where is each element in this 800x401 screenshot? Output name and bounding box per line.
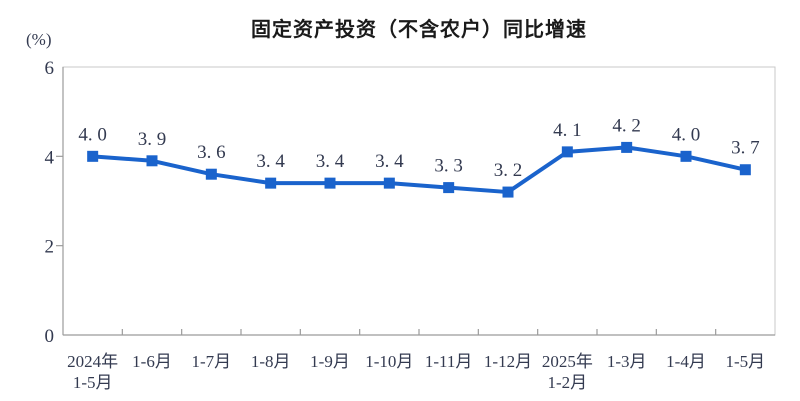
x-category-label-line2: 1-2月: [547, 373, 587, 392]
data-point-marker: [205, 168, 217, 180]
data-point-label: 4. 0: [78, 124, 107, 145]
x-category-label: 1-12月: [484, 352, 532, 371]
y-tick-label: 0: [45, 326, 55, 347]
y-axis-unit-label: (%): [26, 30, 52, 49]
data-point-marker: [146, 155, 158, 167]
data-point-label: 3. 4: [256, 151, 285, 172]
y-tick-label: 6: [45, 58, 55, 79]
x-category-label: 1-9月: [310, 352, 350, 371]
data-point-marker: [739, 164, 751, 176]
data-point-label: 4. 1: [553, 120, 582, 141]
data-point-label: 4. 2: [612, 115, 641, 136]
x-category-label: 1-7月: [191, 352, 231, 371]
y-tick-label: 2: [45, 237, 55, 258]
x-category-label: 1-5月: [725, 352, 765, 371]
x-category-label: 1-6月: [132, 352, 172, 371]
data-point-marker: [383, 177, 395, 189]
data-point-marker: [502, 186, 514, 198]
data-point-label: 3. 6: [197, 142, 226, 163]
data-point-label: 3. 3: [434, 156, 463, 177]
data-point-marker: [324, 177, 336, 189]
data-point-label: 3. 2: [494, 160, 523, 181]
x-category-label-line2: 1-5月: [73, 373, 113, 392]
data-point-marker: [87, 150, 99, 162]
x-category-label: 2025年: [542, 352, 593, 371]
data-point-marker: [265, 177, 277, 189]
chart-title: 固定资产投资（不含农户）同比增速: [251, 19, 587, 41]
y-tick-label: 4: [45, 147, 55, 168]
x-category-label: 1-8月: [251, 352, 291, 371]
x-category-label: 1-3月: [607, 352, 647, 371]
plot-frame: [62, 66, 776, 336]
data-point-marker: [443, 182, 455, 194]
data-point-label: 3. 7: [731, 138, 760, 159]
data-point-label: 3. 4: [375, 151, 404, 172]
x-category-label: 2024年: [67, 352, 118, 371]
x-category-label: 1-10月: [365, 352, 413, 371]
data-point-label: 3. 9: [138, 129, 167, 150]
data-point-marker: [680, 150, 692, 162]
data-point-label: 3. 4: [316, 151, 345, 172]
series-line: [92, 145, 746, 195]
x-category-label: 1-11月: [425, 352, 473, 371]
x-category-label: 1-4月: [666, 352, 706, 371]
data-point-marker: [621, 141, 633, 153]
data-point-label: 4. 0: [672, 124, 701, 145]
data-point-marker: [561, 146, 573, 158]
